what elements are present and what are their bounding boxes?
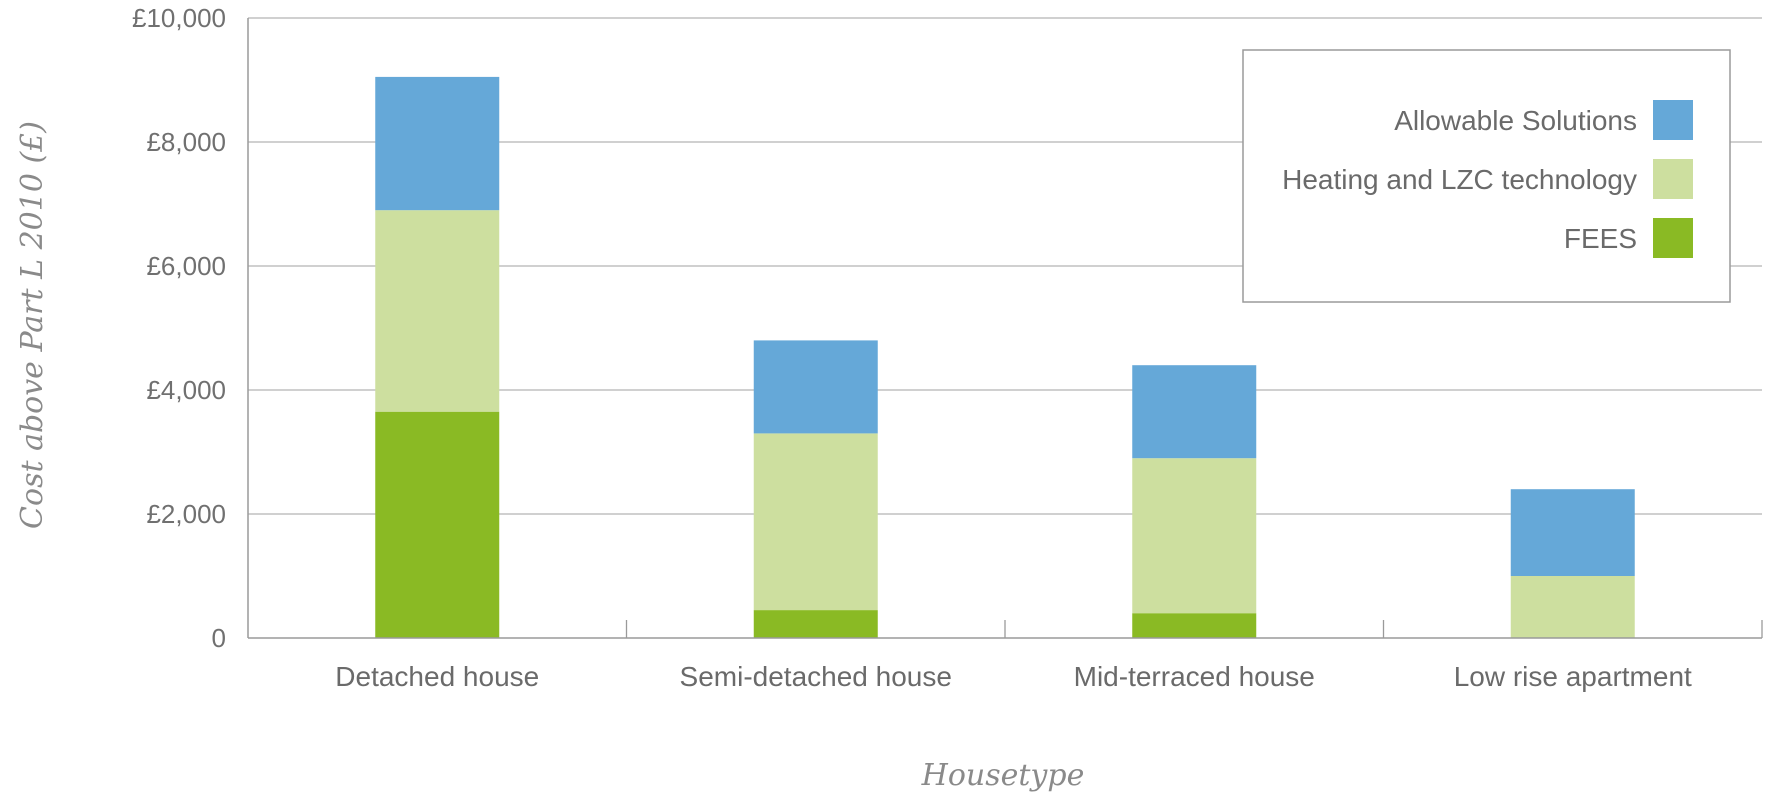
- bar-fees-1: [375, 411, 500, 638]
- legend: Allowable Solutions Heating and LZC techn…: [1242, 49, 1731, 303]
- bars: [375, 76, 1635, 638]
- bar-heating-and-lzc-technology-4: [1510, 576, 1635, 638]
- x-tick-label: Low rise apartment: [1454, 661, 1692, 692]
- y-tick-label: £4,000: [146, 375, 226, 405]
- x-axis-title: Housetype: [921, 758, 1085, 793]
- bar-allowable-solutions-2: [753, 340, 878, 434]
- y-tick-label: 0: [212, 623, 226, 653]
- legend-swatch: [1653, 100, 1693, 140]
- x-tick-label: Semi-detached house: [680, 661, 952, 692]
- bar-heating-and-lzc-technology-1: [375, 210, 500, 412]
- legend-swatch: [1653, 159, 1693, 199]
- x-tick-label: Detached house: [335, 661, 539, 692]
- bar-heating-and-lzc-technology-3: [1132, 458, 1257, 614]
- bar-fees-2: [753, 610, 878, 638]
- y-axis-title: Cost above Part L 2010 (£): [15, 121, 50, 529]
- bar-allowable-solutions-3: [1132, 365, 1257, 459]
- legend-swatch: [1653, 218, 1693, 258]
- x-tick-label: Mid-terraced house: [1074, 661, 1315, 692]
- y-tick-label: £8,000: [146, 127, 226, 157]
- x-axis: [247, 18, 1763, 639]
- bar-heating-and-lzc-technology-2: [753, 433, 878, 611]
- bar-allowable-solutions-1: [375, 76, 500, 211]
- legend-box: [1242, 49, 1731, 303]
- y-tick-label: £6,000: [146, 251, 226, 281]
- y-tick-label: £2,000: [146, 499, 226, 529]
- legend-label: FEES: [1564, 223, 1637, 254]
- legend-label: Allowable Solutions: [1394, 105, 1637, 136]
- y-tick-label: £10,000: [132, 3, 226, 33]
- bar-allowable-solutions-4: [1510, 489, 1635, 576]
- y-axis-ticks: 0 £2,000 £4,000 £6,000 £8,000 £10,000: [132, 3, 226, 653]
- x-axis-tick-labels: Detached house Semi-detached house Mid-ter…: [335, 661, 1692, 692]
- legend-label: Heating and LZC technology: [1282, 164, 1637, 195]
- bar-fees-3: [1132, 613, 1257, 638]
